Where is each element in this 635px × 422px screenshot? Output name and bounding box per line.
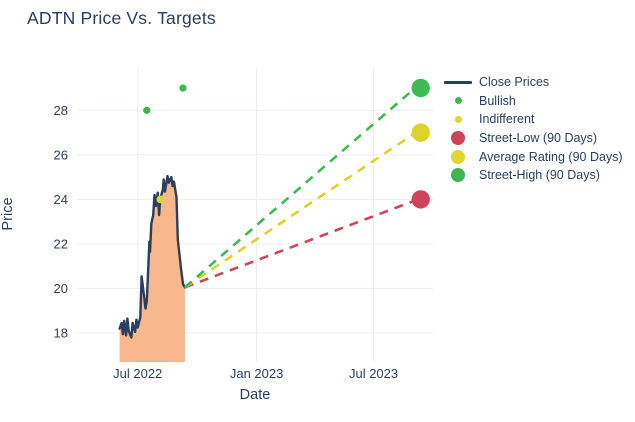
legend-item-bullish[interactable]: Bullish: [443, 92, 623, 111]
target-projection-line: [184, 133, 414, 289]
dot-swatch-icon: [443, 149, 473, 164]
y-axis-title: Price: [0, 197, 16, 231]
legend-item-street-high-90-days[interactable]: Street-High (90 Days): [443, 166, 623, 185]
target-projection-line: [184, 200, 414, 289]
target-marker: [411, 123, 430, 142]
dot-swatch-icon: [443, 131, 473, 146]
y-tick-label: 26: [54, 147, 68, 162]
legend-item-close-prices[interactable]: Close Prices: [443, 73, 623, 92]
line-swatch-icon: [443, 81, 473, 84]
dot-swatch-icon: [443, 97, 473, 105]
legend-label: Bullish: [479, 93, 516, 108]
dot-swatch-icon: [443, 168, 473, 183]
y-tick-label: 24: [54, 192, 68, 207]
dot-swatch-icon: [443, 115, 473, 123]
chart-title: ADTN Price Vs. Targets: [27, 8, 216, 28]
close-price-area: [119, 176, 185, 362]
close-price-line: [118, 174, 187, 339]
x-tick-label: Jul 2022: [113, 366, 162, 381]
legend-item-average-rating-90-days[interactable]: Average Rating (90 Days): [443, 147, 623, 166]
legend-label: Indifferent: [479, 112, 535, 127]
bullish-dot: [143, 106, 151, 114]
indifferent-dot: [156, 195, 165, 204]
legend-label: Street-Low (90 Days): [479, 131, 598, 146]
legend-label: Average Rating (90 Days): [479, 149, 623, 164]
target-marker: [411, 190, 430, 209]
y-tick-label: 28: [54, 103, 68, 118]
y-tick-label: 22: [54, 236, 68, 251]
bullish-dot: [179, 84, 187, 92]
x-tick-label: Jul 2023: [349, 366, 398, 381]
y-tick-label: 18: [54, 326, 68, 341]
target-projection-line: [184, 89, 414, 289]
legend-label: Close Prices: [479, 75, 550, 90]
legend-item-indifferent[interactable]: Indifferent: [443, 110, 623, 129]
y-tick-label: 20: [54, 281, 68, 296]
legend: Close Prices Bullish Indifferent Street-Low…: [443, 73, 623, 185]
legend-item-street-low-90-days[interactable]: Street-Low (90 Days): [443, 129, 623, 148]
target-marker: [411, 78, 430, 98]
x-tick-label: Jan 2023: [230, 366, 284, 381]
legend-label: Street-High (90 Days): [479, 168, 600, 183]
x-axis-title: Date: [239, 387, 271, 403]
